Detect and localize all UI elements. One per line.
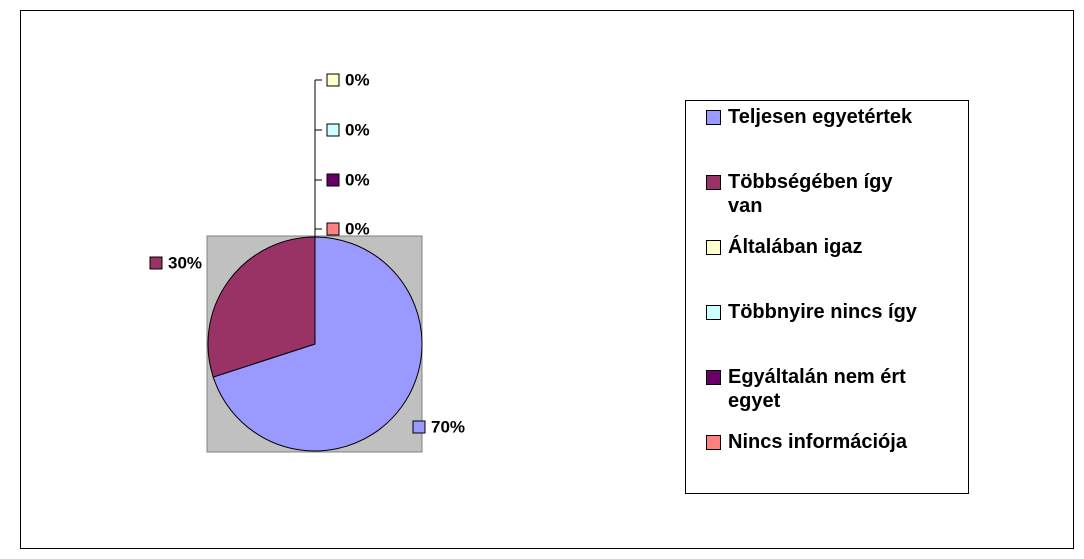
- data-label: 30%: [168, 253, 202, 272]
- data-label: 0%: [345, 70, 370, 89]
- legend-swatch: [706, 110, 721, 125]
- legend-label: Nincs információja: [728, 431, 907, 453]
- legend-label: Többnyire nincs így: [728, 301, 917, 323]
- legend-swatch: [706, 175, 721, 190]
- pie-slice: [207, 236, 316, 378]
- legend-label: Teljesen egyetértek: [728, 106, 913, 128]
- label-swatch: [326, 73, 340, 87]
- legend: Teljesen egyetértek Többségében így van Ál…: [685, 100, 969, 494]
- legend-label: Egyáltalán nem ért egyet: [728, 366, 906, 412]
- legend-swatch: [706, 305, 721, 320]
- label-swatch: [149, 256, 163, 270]
- data-label: 0%: [345, 120, 370, 139]
- legend-swatch: [706, 240, 721, 255]
- data-label: 0%: [345, 170, 370, 189]
- legend-swatch: [706, 435, 721, 450]
- legend-label: Többségében így van: [728, 171, 893, 217]
- data-label: 70%: [431, 417, 465, 436]
- legend-swatch: [706, 370, 721, 385]
- label-swatch: [412, 420, 426, 434]
- data-label: 0%: [345, 219, 370, 238]
- label-swatch: [326, 173, 340, 187]
- pie-slice: [212, 236, 423, 452]
- label-swatch: [326, 123, 340, 137]
- legend-label: Általában igaz: [728, 236, 863, 258]
- label-swatch: [326, 222, 340, 236]
